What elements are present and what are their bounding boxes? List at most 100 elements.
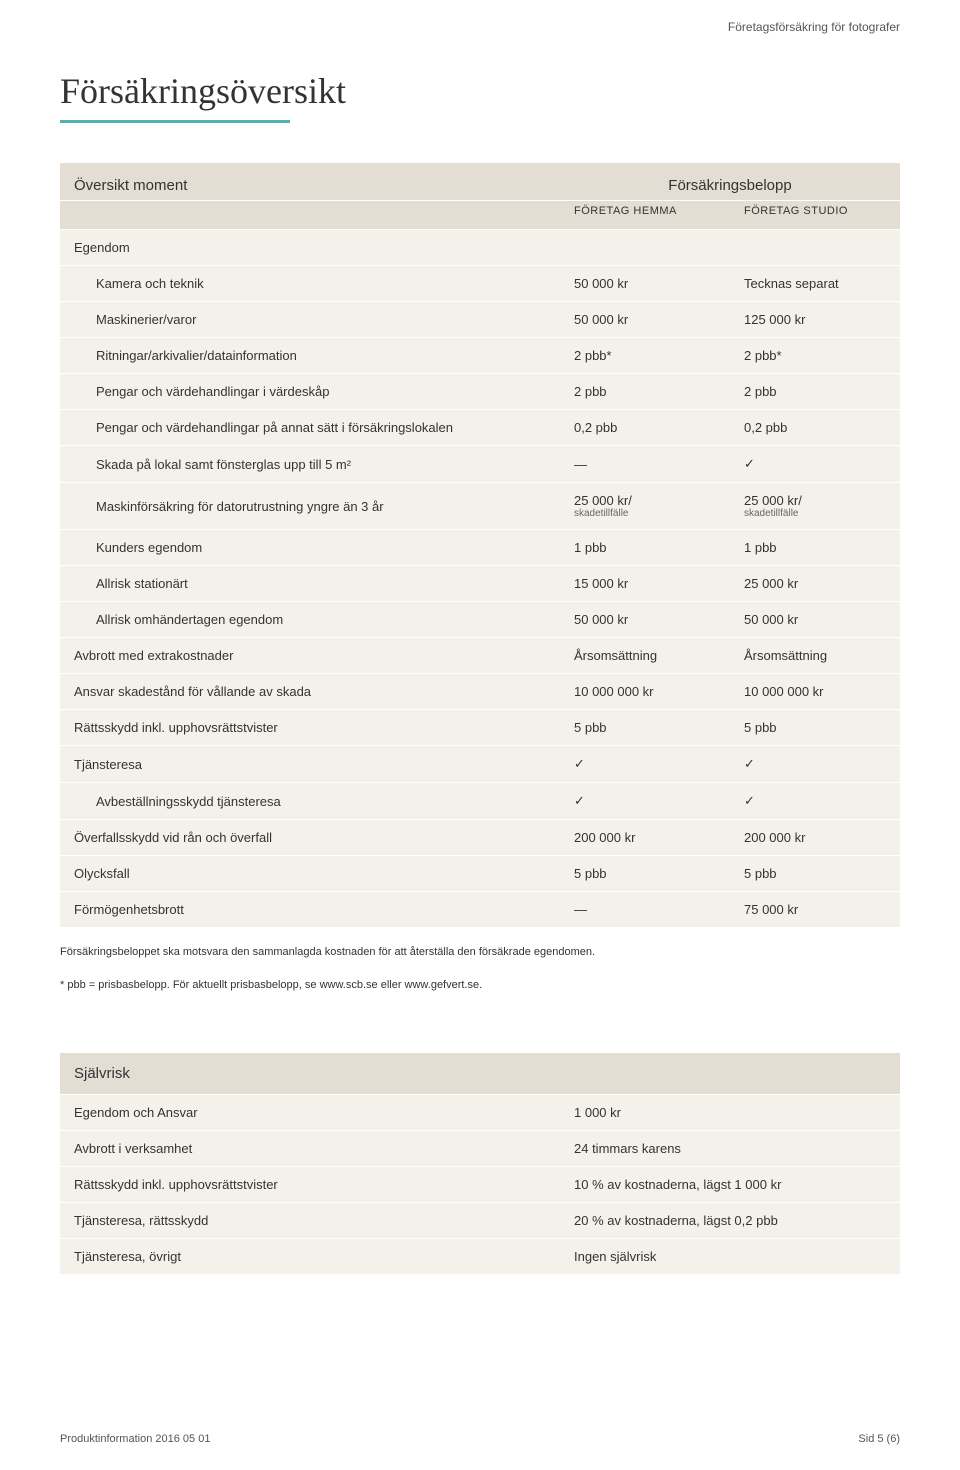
table-row: Rättsskydd inkl. upphovsrättstvister5 pb…: [60, 710, 900, 746]
table-row: Ritningar/arkivalier/datainformation2 pb…: [60, 338, 900, 374]
row-value-hemma: 5 pbb: [560, 856, 730, 892]
overview-head-label: Översikt moment: [60, 163, 560, 201]
row-label: Kunders egendom: [60, 530, 560, 566]
deductible-label: Tjänsteresa, övrigt: [60, 1239, 560, 1275]
row-label: Maskinerier/varor: [60, 302, 560, 338]
row-label: Ansvar skadestånd för vållande av skada: [60, 674, 560, 710]
deductible-value: 10 % av kostnaderna, lägst 1 000 kr: [560, 1167, 900, 1203]
table-row: Rättsskydd inkl. upphovsrättstvister10 %…: [60, 1167, 900, 1203]
table-row: Överfallsskydd vid rån och överfall200 0…: [60, 820, 900, 856]
row-label: Avbeställningsskydd tjänsteresa: [60, 783, 560, 820]
overview-table: Översikt moment Försäkringsbelopp FÖRETA…: [60, 163, 900, 928]
row-value-hemma: 50 000 kr: [560, 602, 730, 638]
table-row: Maskinerier/varor50 000 kr125 000 kr: [60, 302, 900, 338]
row-value-hemma: —: [560, 892, 730, 928]
deductible-value: 20 % av kostnaderna, lägst 0,2 pbb: [560, 1203, 900, 1239]
row-label: Egendom: [60, 230, 560, 266]
row-value-hemma: 25 000 kr/skadetillfälle: [560, 483, 730, 530]
row-label: Allrisk omhändertagen egendom: [60, 602, 560, 638]
row-value-studio: Årsomsättning: [730, 638, 900, 674]
row-value-studio: 2 pbb*: [730, 338, 900, 374]
row-label: Olycksfall: [60, 856, 560, 892]
table-row: Tjänsteresa✓✓: [60, 746, 900, 783]
deductible-label: Rättsskydd inkl. upphovsrättstvister: [60, 1167, 560, 1203]
deductible-value: 24 timmars karens: [560, 1131, 900, 1167]
table-row: Tjänsteresa, rättsskydd20 % av kostnader…: [60, 1203, 900, 1239]
table-row: Kunders egendom1 pbb1 pbb: [60, 530, 900, 566]
table-row: Förmögenhetsbrott—75 000 kr: [60, 892, 900, 928]
deductible-value: Ingen självrisk: [560, 1239, 900, 1275]
row-label: Förmögenhetsbrott: [60, 892, 560, 928]
row-value-hemma: [560, 230, 730, 266]
row-label: Ritningar/arkivalier/datainformation: [60, 338, 560, 374]
page-footer: Produktinformation 2016 05 01 Sid 5 (6): [60, 1433, 900, 1445]
row-label: Kamera och teknik: [60, 266, 560, 302]
row-label: Avbrott med extrakostnader: [60, 638, 560, 674]
overview-head-blank: [60, 201, 560, 230]
row-value-studio: 75 000 kr: [730, 892, 900, 928]
table-row: Skada på lokal samt fönsterglas upp till…: [60, 446, 900, 483]
table-row: Ansvar skadestånd för vållande av skada1…: [60, 674, 900, 710]
row-value-hemma: ✓: [560, 746, 730, 783]
title-underline: [60, 120, 290, 123]
row-value-hemma: 50 000 kr: [560, 302, 730, 338]
row-value-studio: 125 000 kr: [730, 302, 900, 338]
row-value-sub: skadetillfälle: [574, 508, 716, 519]
overview-head-amount: Försäkringsbelopp: [560, 163, 900, 201]
row-value-studio: [730, 230, 900, 266]
row-value-studio: 5 pbb: [730, 710, 900, 746]
footnote-2: * pbb = prisbasbelopp. För aktuellt pris…: [60, 977, 900, 994]
row-label: Maskinförsäkring för datorutrustning yng…: [60, 483, 560, 530]
table-row: Allrisk omhändertagen egendom50 000 kr50…: [60, 602, 900, 638]
row-value-studio: 25 000 kr: [730, 566, 900, 602]
row-value-studio: 0,2 pbb: [730, 410, 900, 446]
row-label: Pengar och värdehandlingar i värdeskåp: [60, 374, 560, 410]
footnote-1: Försäkringsbeloppet ska motsvara den sam…: [60, 944, 900, 961]
row-value-hemma: 2 pbb: [560, 374, 730, 410]
row-label: Pengar och värdehandlingar på annat sätt…: [60, 410, 560, 446]
overview-col-hemma: FÖRETAG HEMMA: [560, 201, 730, 230]
row-value-hemma: 50 000 kr: [560, 266, 730, 302]
row-value-studio: ✓: [730, 746, 900, 783]
row-value-studio: 5 pbb: [730, 856, 900, 892]
row-label: Allrisk stationärt: [60, 566, 560, 602]
row-value-studio: 2 pbb: [730, 374, 900, 410]
table-row: Avbrott med extrakostnaderÅrsomsättningÅ…: [60, 638, 900, 674]
overview-col-studio: FÖRETAG STUDIO: [730, 201, 900, 230]
table-row: Kamera och teknik50 000 krTecknas separa…: [60, 266, 900, 302]
deductible-label: Tjänsteresa, rättsskydd: [60, 1203, 560, 1239]
row-value-studio: 200 000 kr: [730, 820, 900, 856]
table-row: Allrisk stationärt15 000 kr25 000 kr: [60, 566, 900, 602]
table-row: Pengar och värdehandlingar i värdeskåp2 …: [60, 374, 900, 410]
footer-right: Sid 5 (6): [858, 1433, 900, 1445]
row-value-studio: 25 000 kr/skadetillfälle: [730, 483, 900, 530]
row-value-hemma: —: [560, 446, 730, 483]
row-value-hemma: ✓: [560, 783, 730, 820]
table-row: Avbeställningsskydd tjänsteresa✓✓: [60, 783, 900, 820]
row-value-hemma: Årsomsättning: [560, 638, 730, 674]
row-value-studio: 1 pbb: [730, 530, 900, 566]
deductible-table: Självrisk Egendom och Ansvar1 000 krAvbr…: [60, 1053, 900, 1275]
table-row: Egendom: [60, 230, 900, 266]
table-row: Avbrott i verksamhet24 timmars karens: [60, 1131, 900, 1167]
table-row: Tjänsteresa, övrigtIngen självrisk: [60, 1239, 900, 1275]
row-value-studio: Tecknas separat: [730, 266, 900, 302]
deductible-value: 1 000 kr: [560, 1095, 900, 1131]
row-value-hemma: 10 000 000 kr: [560, 674, 730, 710]
row-value-studio: 10 000 000 kr: [730, 674, 900, 710]
row-value-hemma: 5 pbb: [560, 710, 730, 746]
page-title: Försäkringsöversikt: [60, 70, 900, 112]
row-value-hemma: 200 000 kr: [560, 820, 730, 856]
row-value-hemma: 1 pbb: [560, 530, 730, 566]
row-label: Rättsskydd inkl. upphovsrättstvister: [60, 710, 560, 746]
row-label: Överfallsskydd vid rån och överfall: [60, 820, 560, 856]
deductible-label: Avbrott i verksamhet: [60, 1131, 560, 1167]
row-label: Tjänsteresa: [60, 746, 560, 783]
row-value-hemma: 2 pbb*: [560, 338, 730, 374]
table-row: Maskinförsäkring för datorutrustning yng…: [60, 483, 900, 530]
table-row: Pengar och värdehandlingar på annat sätt…: [60, 410, 900, 446]
row-value-sub: skadetillfälle: [744, 508, 886, 519]
row-value-studio: ✓: [730, 446, 900, 483]
document-category: Företagsförsäkring för fotografer: [728, 20, 900, 34]
table-row: Olycksfall5 pbb5 pbb: [60, 856, 900, 892]
